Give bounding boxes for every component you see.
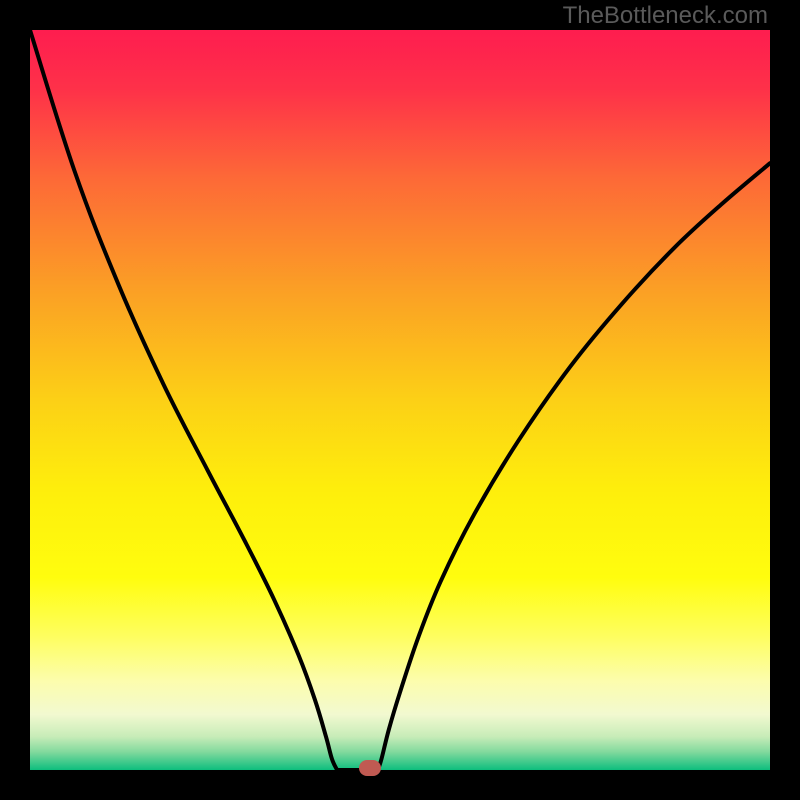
watermark-text: TheBottleneck.com: [563, 2, 768, 30]
bottleneck-curve: [30, 30, 770, 770]
plot-area: [30, 30, 770, 770]
chart-canvas: TheBottleneck.com: [0, 0, 800, 800]
optimum-marker: [359, 760, 381, 776]
